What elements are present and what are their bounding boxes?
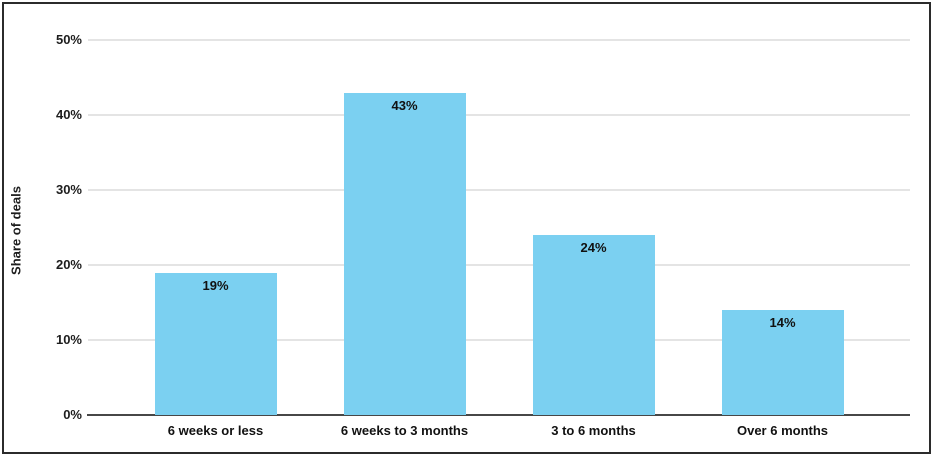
- gridline-10%: [88, 339, 910, 341]
- bar-2: 43%: [343, 92, 466, 415]
- bar-value-label: 43%: [391, 97, 418, 113]
- y-tick-label: 0%: [63, 407, 82, 422]
- y-tick-label: 40%: [55, 107, 82, 122]
- bar-1: 19%: [154, 272, 277, 415]
- y-axis-title: Share of deals: [8, 186, 24, 275]
- x-axis-line: [87, 414, 910, 416]
- y-tick-label: 10%: [55, 332, 82, 347]
- bar-value-label: 24%: [580, 240, 607, 255]
- bar-value-label: 19%: [202, 277, 229, 293]
- x-category-label: Over 6 months: [736, 423, 829, 438]
- x-category-label: 6 weeks to 3 months: [340, 423, 469, 438]
- y-tick-label: 30%: [55, 182, 82, 197]
- gridline-20%: [88, 264, 910, 266]
- y-tick-label: 50%: [55, 32, 82, 47]
- bar-3: 24%: [532, 235, 655, 415]
- plot-area: 0% 10% 20% 30% 40% 50% 19% 6 weeks or less 43% 6 …: [4, 4, 933, 460]
- x-category-label: 3 to 6 months: [551, 423, 636, 438]
- chart-frame: 0% 10% 20% 30% 40% 50% 19% 6 weeks or less 43% 6 …: [2, 2, 931, 454]
- gridline-30%: [88, 189, 910, 191]
- y-tick-label: 20%: [55, 257, 82, 272]
- x-category-label: 6 weeks or less: [167, 423, 264, 438]
- bar-value-label: 14%: [769, 315, 796, 330]
- gridline-40%: [88, 114, 910, 116]
- bar-4: 14%: [721, 310, 844, 415]
- gridline-50%: [88, 39, 910, 41]
